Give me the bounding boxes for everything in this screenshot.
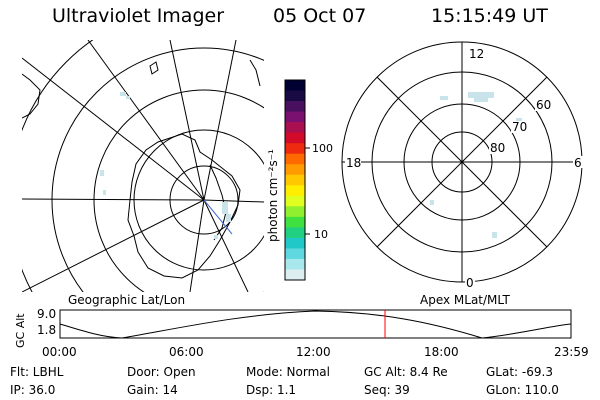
orbit-altitude-curve — [59, 310, 572, 339]
latitude-circle — [51, 47, 264, 292]
time-label: 15:15:49 UT — [431, 5, 548, 27]
left-panel-label: Geographic Lat/Lon — [68, 293, 185, 307]
right-panel-label: Apex MLat/MLT — [420, 293, 510, 307]
gain-value: Gain: 14 — [127, 383, 178, 397]
geographic-map — [22, 40, 264, 292]
door-status: Door: Open — [127, 365, 196, 379]
strip-xtick-label: 06:00 — [169, 345, 204, 359]
colorbar-frame — [284, 79, 306, 281]
colorbar-band — [285, 90, 305, 102]
colorbar-tick-label: 100 — [312, 142, 333, 155]
date-label: 05 Oct 07 — [273, 5, 367, 27]
strip-xticks: 00:00 06:00 12:00 18:00 23:59 — [42, 345, 589, 359]
ip-value: IP: 36.0 — [10, 383, 56, 397]
meridian-line — [22, 199, 205, 292]
mlt-label-bottom: 0 — [466, 276, 474, 290]
strip-xtick-label: 12:00 — [296, 345, 331, 359]
filter-status: Flt: LBHL — [10, 365, 64, 379]
strip-ylabel: GC Alt — [14, 313, 27, 348]
meridian-line — [169, 40, 205, 201]
colorbar-band — [285, 248, 305, 260]
colorbar-band — [285, 269, 305, 281]
gc-altitude: GC Alt: 8.4 Re — [364, 365, 448, 379]
colorbar-tick-label: 10 — [314, 228, 328, 241]
polar-auroral-emission — [430, 92, 522, 238]
mlt-label-top: 12 — [469, 47, 484, 61]
colorbar-band — [285, 80, 305, 92]
colorbar-band — [285, 111, 305, 123]
colorbar-label: photon cm⁻²s⁻¹ — [266, 149, 280, 242]
colorbar-band — [285, 237, 305, 249]
colorbar-band — [285, 101, 305, 113]
meridian-line — [203, 199, 249, 292]
colorbar-band — [285, 164, 305, 176]
strip-ymin-label: 1.8 — [37, 323, 56, 337]
auroral-emission — [100, 92, 231, 239]
mlt-label-right: 6 — [574, 156, 582, 170]
mlt-label-left: 18 — [346, 156, 361, 170]
coastline-edge — [249, 59, 261, 87]
altitude-strip-frame — [59, 309, 572, 339]
colorbar-band — [285, 122, 305, 134]
mlt-line — [376, 76, 548, 248]
colorbar-band — [285, 174, 305, 186]
coastline-australia — [22, 73, 41, 119]
meridian-line — [203, 40, 237, 201]
lat-label-80: 80 — [490, 141, 505, 155]
strip-xtick-label: 18:00 — [424, 345, 459, 359]
meridian-line — [87, 40, 205, 201]
colorbar-band — [285, 216, 305, 228]
continent-outline — [127, 133, 241, 279]
strip-xtick-label: 23:59 — [554, 345, 589, 359]
lat-label-60: 60 — [536, 98, 551, 112]
display-value: Dsp: 1.1 — [246, 383, 297, 397]
colorbar-band — [285, 153, 305, 165]
latitude-circle — [93, 89, 264, 292]
strip-xtick-label: 00:00 — [42, 345, 77, 359]
geo-latitude: GLat: -69.3 — [486, 365, 553, 379]
mode-status: Mode: Normal — [246, 365, 330, 379]
island-outline — [149, 61, 159, 75]
colorbar-band — [285, 258, 305, 270]
sun-direction-line — [203, 199, 233, 235]
colorbar-band — [285, 185, 305, 197]
colorbar — [285, 80, 305, 281]
colorbar-band — [285, 132, 305, 144]
strip-ymax-label: 9.0 — [37, 307, 56, 321]
instrument-title: Ultraviolet Imager — [52, 5, 225, 27]
colorbar-band — [285, 227, 305, 239]
polar-grid — [341, 41, 583, 283]
meridian-line — [22, 198, 205, 201]
polar-labels: 12 0 18 6 60 70 80 — [345, 47, 583, 290]
meridian-line — [189, 199, 205, 292]
colorbar-band — [285, 206, 305, 218]
colorbar-band — [285, 143, 305, 155]
lat-label-70: 70 — [512, 120, 527, 134]
sequence-number: Seq: 39 — [364, 383, 410, 397]
colorbar-band — [285, 195, 305, 207]
geo-longitude: GLon: 110.0 — [486, 383, 559, 397]
meridian-line — [22, 57, 205, 201]
meridian-line — [203, 199, 264, 203]
